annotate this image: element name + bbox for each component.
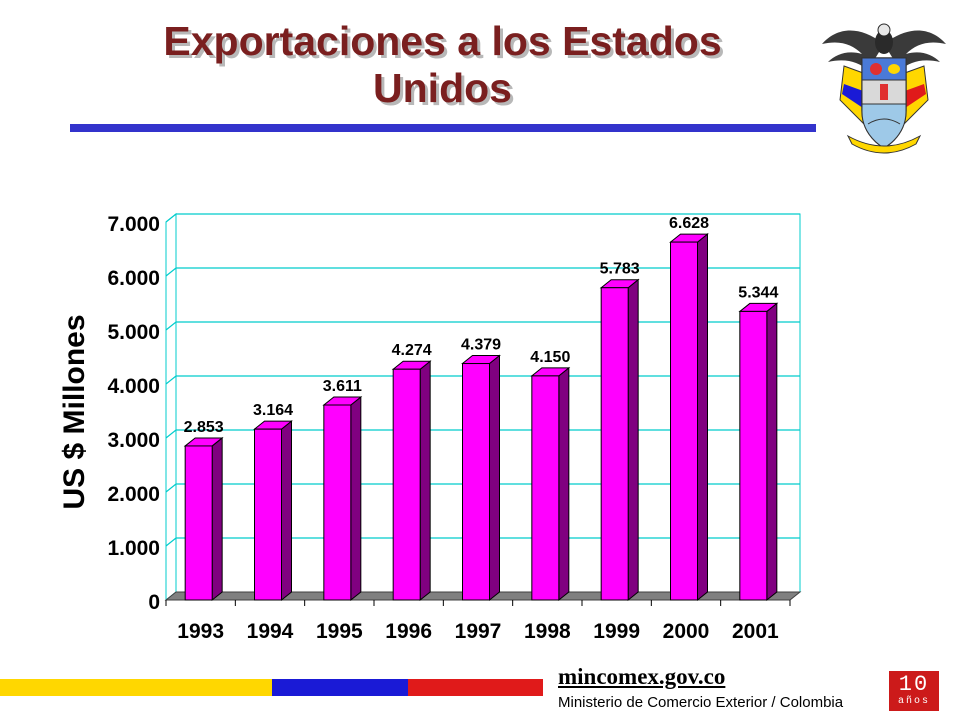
x-tick-label: 2000 (663, 620, 710, 643)
y-axis-title: US $ Millones (58, 314, 91, 509)
x-tick-label: 1995 (316, 620, 363, 643)
data-label: 5.344 (738, 284, 778, 301)
gridline (165, 483, 800, 493)
y-tick-label: 3.000 (107, 429, 160, 452)
y-tick-label: 1.000 (107, 537, 160, 560)
bar-side (766, 302, 778, 602)
bar-side (558, 366, 570, 602)
chart-labels-layer: 0 1.000 2.000 3.000 4.000 5.000 6.000 7.000 2.85… (107, 213, 779, 643)
bar (462, 363, 490, 601)
y-tick-label: 5.000 (107, 321, 160, 344)
data-label: 2.853 (184, 419, 224, 436)
badge-number: 10 (898, 672, 930, 697)
x-tick-label: 2001 (732, 620, 779, 643)
gridline (165, 375, 800, 385)
bar-side (211, 436, 223, 602)
x-tick-label: 1996 (385, 620, 432, 643)
flag-stripe-red (408, 679, 543, 696)
bar-side (489, 354, 500, 602)
gridline (165, 321, 800, 331)
bar-side (627, 278, 639, 602)
x-tick-label: 1993 (177, 620, 224, 643)
x-tick-label: 1994 (247, 620, 294, 643)
bar-side (419, 360, 431, 602)
y-tick-label: 4.000 (107, 375, 160, 398)
x-tick-label: 1997 (455, 620, 502, 643)
gridline (165, 267, 800, 277)
x-tick-label: 1998 (524, 620, 571, 643)
y-tick-label: 6.000 (107, 267, 160, 290)
y-tick-label: 7.000 (107, 213, 160, 236)
data-label: 5.783 (600, 261, 640, 278)
slide-title-line-1: Exportaciones a los Estados (163, 18, 722, 64)
gridline (165, 213, 800, 223)
bar-chart: 0 1.000 2.000 3.000 4.000 5.000 6.000 7.000 2.85… (58, 212, 802, 643)
slide-title-line-2: Unidos (373, 65, 512, 111)
website-link[interactable]: mincomex.gov.co (558, 664, 726, 689)
bar (323, 404, 352, 601)
bar (670, 241, 698, 601)
flag-stripe-blue (272, 679, 408, 696)
badge-text: años (897, 696, 930, 707)
data-label: 6.628 (669, 215, 709, 232)
gridline (165, 429, 800, 439)
coat-of-arms-icon (822, 23, 946, 154)
x-tick-label: 1999 (593, 620, 640, 643)
y-tick-label: 2.000 (107, 483, 160, 506)
bar (600, 287, 629, 601)
data-label: 4.150 (530, 349, 570, 366)
title-underline (70, 124, 816, 132)
data-label: 3.164 (253, 402, 293, 419)
y-tick-label: 0 (148, 591, 160, 614)
bar (392, 368, 421, 601)
gridline (165, 537, 800, 547)
chart-bars-layer (183, 233, 779, 602)
bar-side (281, 420, 292, 602)
slide-title: Exportaciones a los Estados Unidos (70, 18, 815, 112)
anniversary-badge: 10 años (889, 671, 939, 711)
data-label: 4.379 (461, 337, 501, 354)
bar (254, 428, 282, 601)
bar (531, 375, 560, 601)
bar (739, 310, 768, 601)
chart-grid-layer (165, 213, 800, 606)
data-label: 3.611 (323, 378, 362, 395)
ministry-name: Ministerio de Comercio Exterior / Colomb… (558, 694, 844, 711)
bar-side (350, 395, 362, 602)
bar (184, 445, 213, 601)
data-label: 4.274 (392, 342, 432, 359)
bar-side (697, 233, 708, 602)
flag-stripe-yellow (0, 679, 272, 696)
